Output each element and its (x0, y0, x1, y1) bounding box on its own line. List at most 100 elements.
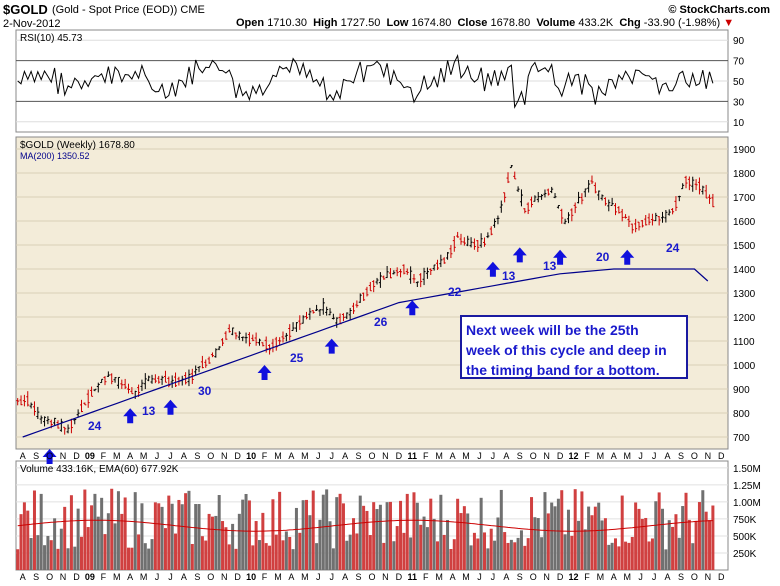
x-axis-label: M (140, 451, 148, 461)
volume-bar (106, 513, 110, 570)
volume-bar (637, 508, 641, 570)
volume-bar (563, 534, 567, 570)
cycle-arrow (512, 247, 527, 263)
x-axis-label: M (623, 451, 631, 461)
volume-bar (73, 546, 77, 570)
volume-bar (284, 531, 288, 570)
volume-bar (214, 515, 218, 570)
volume-bar (526, 538, 530, 570)
volume-bar (113, 523, 117, 570)
volume-bar (36, 535, 40, 570)
price-tick-label: 700 (733, 433, 750, 444)
x-axis-label: O (691, 451, 698, 461)
volume-bar (664, 549, 668, 570)
x-axis-label: J (329, 572, 334, 582)
volume-bar (274, 534, 278, 570)
cycle-length-label: 24 (88, 419, 102, 433)
volume-bar (96, 516, 100, 570)
volume-bar (661, 508, 665, 570)
volume-bar (368, 535, 372, 570)
volume-bar (335, 497, 339, 570)
volume-bar (513, 542, 517, 570)
x-axis-label: J (477, 572, 482, 582)
volume-bar (177, 499, 181, 570)
x-axis-label: D (234, 451, 241, 461)
volume-bar (127, 547, 131, 570)
cycle-length-label: 24 (666, 241, 680, 255)
x-axis-label: A (181, 572, 187, 582)
x-axis-label: M (301, 572, 309, 582)
volume-bar (194, 504, 198, 570)
volume-bar (254, 521, 258, 570)
volume-bar (708, 520, 712, 570)
volume-bar (355, 533, 359, 570)
volume-bar (506, 542, 510, 570)
volume-bar (496, 517, 500, 570)
rsi-tick-label: 30 (733, 97, 745, 108)
volume-bar (341, 503, 345, 570)
volume-legend: Volume 433.16K, EMA(60) 677.92K (20, 464, 179, 475)
volume-bar (281, 540, 285, 570)
x-axis-label: A (503, 572, 509, 582)
volume-bar (157, 503, 161, 570)
x-axis-label: M (623, 572, 631, 582)
price-tick-label: 1800 (733, 169, 756, 180)
x-axis-label: S (356, 572, 362, 582)
volume-bar (378, 504, 382, 570)
volume-bar (180, 504, 184, 570)
volume-bar (147, 548, 151, 570)
volume-bar (697, 502, 701, 570)
volume-bar (442, 534, 446, 570)
volume-bar (288, 536, 292, 570)
x-axis-label: S (33, 572, 39, 582)
cycle-arrow (257, 365, 272, 380)
cycle-length-label: 26 (374, 315, 388, 329)
volume-bar (167, 495, 171, 570)
x-axis-label: A (503, 451, 509, 461)
volume-bar (449, 548, 453, 570)
volume-bar (439, 494, 443, 570)
volume-bar (362, 505, 366, 570)
volume-bar (711, 505, 715, 570)
volume-bar (617, 546, 621, 570)
x-axis-label: J (652, 572, 657, 582)
x-axis-label: S (194, 451, 200, 461)
price-legend-title: $GOLD (Weekly) 1678.80 (20, 140, 135, 151)
cycle-length-label: 13 (502, 269, 516, 283)
volume-bar (516, 537, 520, 570)
x-axis-label: O (368, 451, 375, 461)
cycle-length-label: 13 (543, 259, 557, 273)
volume-bar (603, 518, 607, 570)
volume-bar (133, 492, 137, 570)
up-arrow-icon (42, 449, 57, 464)
x-axis-label: M (597, 572, 605, 582)
price-tick-label: 1000 (733, 361, 756, 372)
x-axis-label: J (638, 572, 643, 582)
volume-bar (19, 514, 23, 570)
chart-symbol: $GOLD (3, 2, 48, 17)
volume-bar (227, 544, 231, 570)
price-tick-label: 900 (733, 385, 750, 396)
x-axis-label: J (155, 451, 160, 461)
volume-bar (553, 506, 557, 570)
volume-bar (704, 511, 708, 570)
price-tick-label: 1700 (733, 193, 756, 204)
volume-bar (489, 528, 493, 570)
price-tick-label: 1300 (733, 289, 756, 300)
volume-bar (657, 492, 661, 570)
x-axis-label: D (73, 451, 80, 461)
volume-bar (244, 493, 248, 570)
x-axis-label: A (611, 572, 617, 582)
volume-bar (224, 527, 228, 570)
x-axis-label: J (316, 572, 321, 582)
volume-bar (63, 506, 67, 570)
x-axis-label: J (477, 451, 482, 461)
x-axis-label: S (517, 572, 523, 582)
x-axis-label: M (140, 572, 148, 582)
volume-bar (385, 502, 389, 570)
volume-bar (251, 545, 255, 570)
volume-bar (174, 533, 178, 570)
volume-bar (446, 519, 450, 570)
volume-bar (392, 541, 396, 570)
